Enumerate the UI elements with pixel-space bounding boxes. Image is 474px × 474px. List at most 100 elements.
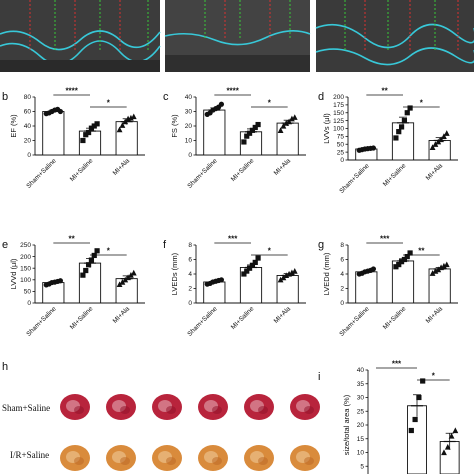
tissue-slice-1-3: [198, 445, 228, 471]
data-point-b-2-1: [119, 122, 126, 128]
data-point-e-1-5: [94, 248, 100, 254]
significance-label: **: [69, 235, 76, 244]
y-tick-label: 100: [20, 277, 31, 284]
y-axis-label: LVVd (μl): [9, 258, 18, 289]
data-point-d-1-2: [398, 124, 405, 130]
x-tick-label-g-2: MI+Ala: [425, 305, 445, 325]
data-point-b-1-0: [80, 137, 86, 144]
y-tick-label: 8: [340, 242, 344, 249]
chart-c: c 0 10 20 30 40 FS (%) Sham+Saline MI+Saline MI+A…: [163, 87, 306, 190]
y-axis-label: LVEDd (mm): [322, 252, 331, 295]
y-axis-label: LVEDs (mm): [170, 252, 179, 295]
data-point-d-1-5: [407, 105, 413, 111]
x-tick-label-b-1: MI+Saline: [69, 157, 95, 183]
data-point-f-1-3: [249, 262, 256, 268]
y-tick-label: 20: [357, 422, 365, 429]
significance-label: ***: [228, 235, 238, 244]
significance-label: ****: [226, 87, 239, 96]
data-point-f-1-0: [241, 271, 247, 277]
y-tick-label: 250: [20, 242, 31, 249]
data-point-e-1-4: [91, 252, 97, 259]
y-tick-label: 25: [357, 408, 365, 415]
panel-letter-g: g: [318, 239, 324, 251]
data-point-d-2-4: [441, 133, 447, 139]
data-point-d-2-0: [429, 144, 436, 150]
data-point-f-1-2: [246, 265, 253, 271]
tissue-slice-1-2: [152, 445, 182, 471]
data-point-e-1-0: [80, 272, 86, 278]
y-tick-label: 0: [340, 300, 344, 307]
bar-b-2: [115, 121, 138, 156]
data-point-c-2-5: [291, 114, 298, 120]
y-tick-label: 80: [24, 94, 32, 101]
significance-label: *: [107, 99, 111, 108]
data-point-i-1-1: [444, 443, 451, 450]
y-tick-label: 0: [188, 152, 192, 159]
data-point-g-2-4: [441, 262, 447, 269]
panel-letter-c: c: [163, 91, 169, 103]
significance-label: *: [432, 372, 436, 381]
y-tick-label: 0: [188, 300, 192, 307]
data-point-d-1-4: [404, 110, 410, 116]
x-tick-label-f-2: MI+Ala: [273, 305, 293, 325]
data-point-i-1-2: [448, 432, 455, 439]
tissue-slice-1-1: [106, 445, 136, 471]
data-point-i-0-0: [408, 427, 414, 434]
chart-e: e 0 50 100 150 200 250 LVVd (μl) Sham+Saline MI+S…: [2, 235, 145, 338]
data-point-g-1-5: [407, 250, 413, 256]
data-point-b-0-5: [57, 108, 64, 115]
data-point-f-2-3: [286, 270, 292, 277]
y-tick-label: 40: [185, 94, 193, 101]
data-point-f-2-2: [283, 272, 290, 279]
echo-panel-1: [0, 0, 161, 72]
data-point-b-1-2: [85, 129, 92, 136]
significance-label: *: [268, 247, 272, 256]
data-point-g-2-5: [443, 261, 450, 268]
data-point-b-2-5: [130, 113, 137, 120]
tissue-slice-0-5: [290, 394, 320, 420]
data-point-g-2-0: [429, 270, 436, 276]
y-tick-label: 150: [333, 110, 344, 117]
data-point-e-2-2: [122, 276, 129, 283]
x-tick-label-f-0: Sham+Saline: [186, 305, 219, 338]
x-tick-label-c-0: Sham+Saline: [186, 157, 219, 190]
panel-letter-f: f: [163, 239, 167, 251]
data-point-d-2-3: [438, 136, 444, 143]
y-axis-label: FS (%): [170, 114, 179, 138]
y-tick-label: 50: [337, 141, 345, 148]
x-tick-label-e-2: MI+Ala: [112, 305, 132, 325]
y-tick-label: 35: [357, 381, 365, 388]
data-point-e-2-0: [116, 281, 123, 288]
tissue-slice-0-2: [152, 394, 182, 420]
y-tick-label: 75: [337, 134, 345, 141]
data-point-e-0-5: [57, 278, 64, 284]
x-tick-label-f-1: MI+Saline: [230, 305, 256, 331]
data-point-f-2-5: [291, 268, 298, 274]
x-tick-label-d-2: MI+Ala: [425, 162, 445, 182]
y-tick-label: 40: [24, 123, 32, 130]
data-point-b-1-4: [91, 123, 97, 129]
chart-b: b 0 20 40 60 80 EF (%) Sham+Saline MI+Saline MI+A…: [2, 87, 145, 190]
y-tick-label: 0: [340, 157, 344, 164]
y-tick-label: 200: [20, 254, 31, 261]
data-point-b-2-2: [122, 118, 129, 125]
y-tick-label: 10: [185, 138, 193, 145]
data-point-f-2-1: [280, 274, 287, 281]
y-tick-label: 150: [20, 265, 31, 272]
y-axis-label: LVVs (μl): [322, 113, 331, 144]
data-point-e-1-3: [88, 257, 95, 263]
data-point-c-2-1: [280, 122, 287, 129]
y-tick-label: 2: [188, 286, 192, 293]
tissue-row-label-1: Sham+Saline: [2, 403, 50, 413]
data-point-i-0-3: [420, 378, 426, 384]
y-tick-label: 6: [340, 257, 344, 264]
significance-label: ***: [380, 235, 390, 244]
y-tick-label: 15: [357, 436, 365, 443]
data-point-g-2-3: [438, 264, 444, 271]
x-tick-label-d-0: Sham+Saline: [338, 162, 371, 195]
x-tick-label-e-0: Sham+Saline: [25, 305, 58, 338]
x-tick-label-g-1: MI+Saline: [382, 305, 408, 331]
data-point-f-1-4: [252, 259, 258, 265]
